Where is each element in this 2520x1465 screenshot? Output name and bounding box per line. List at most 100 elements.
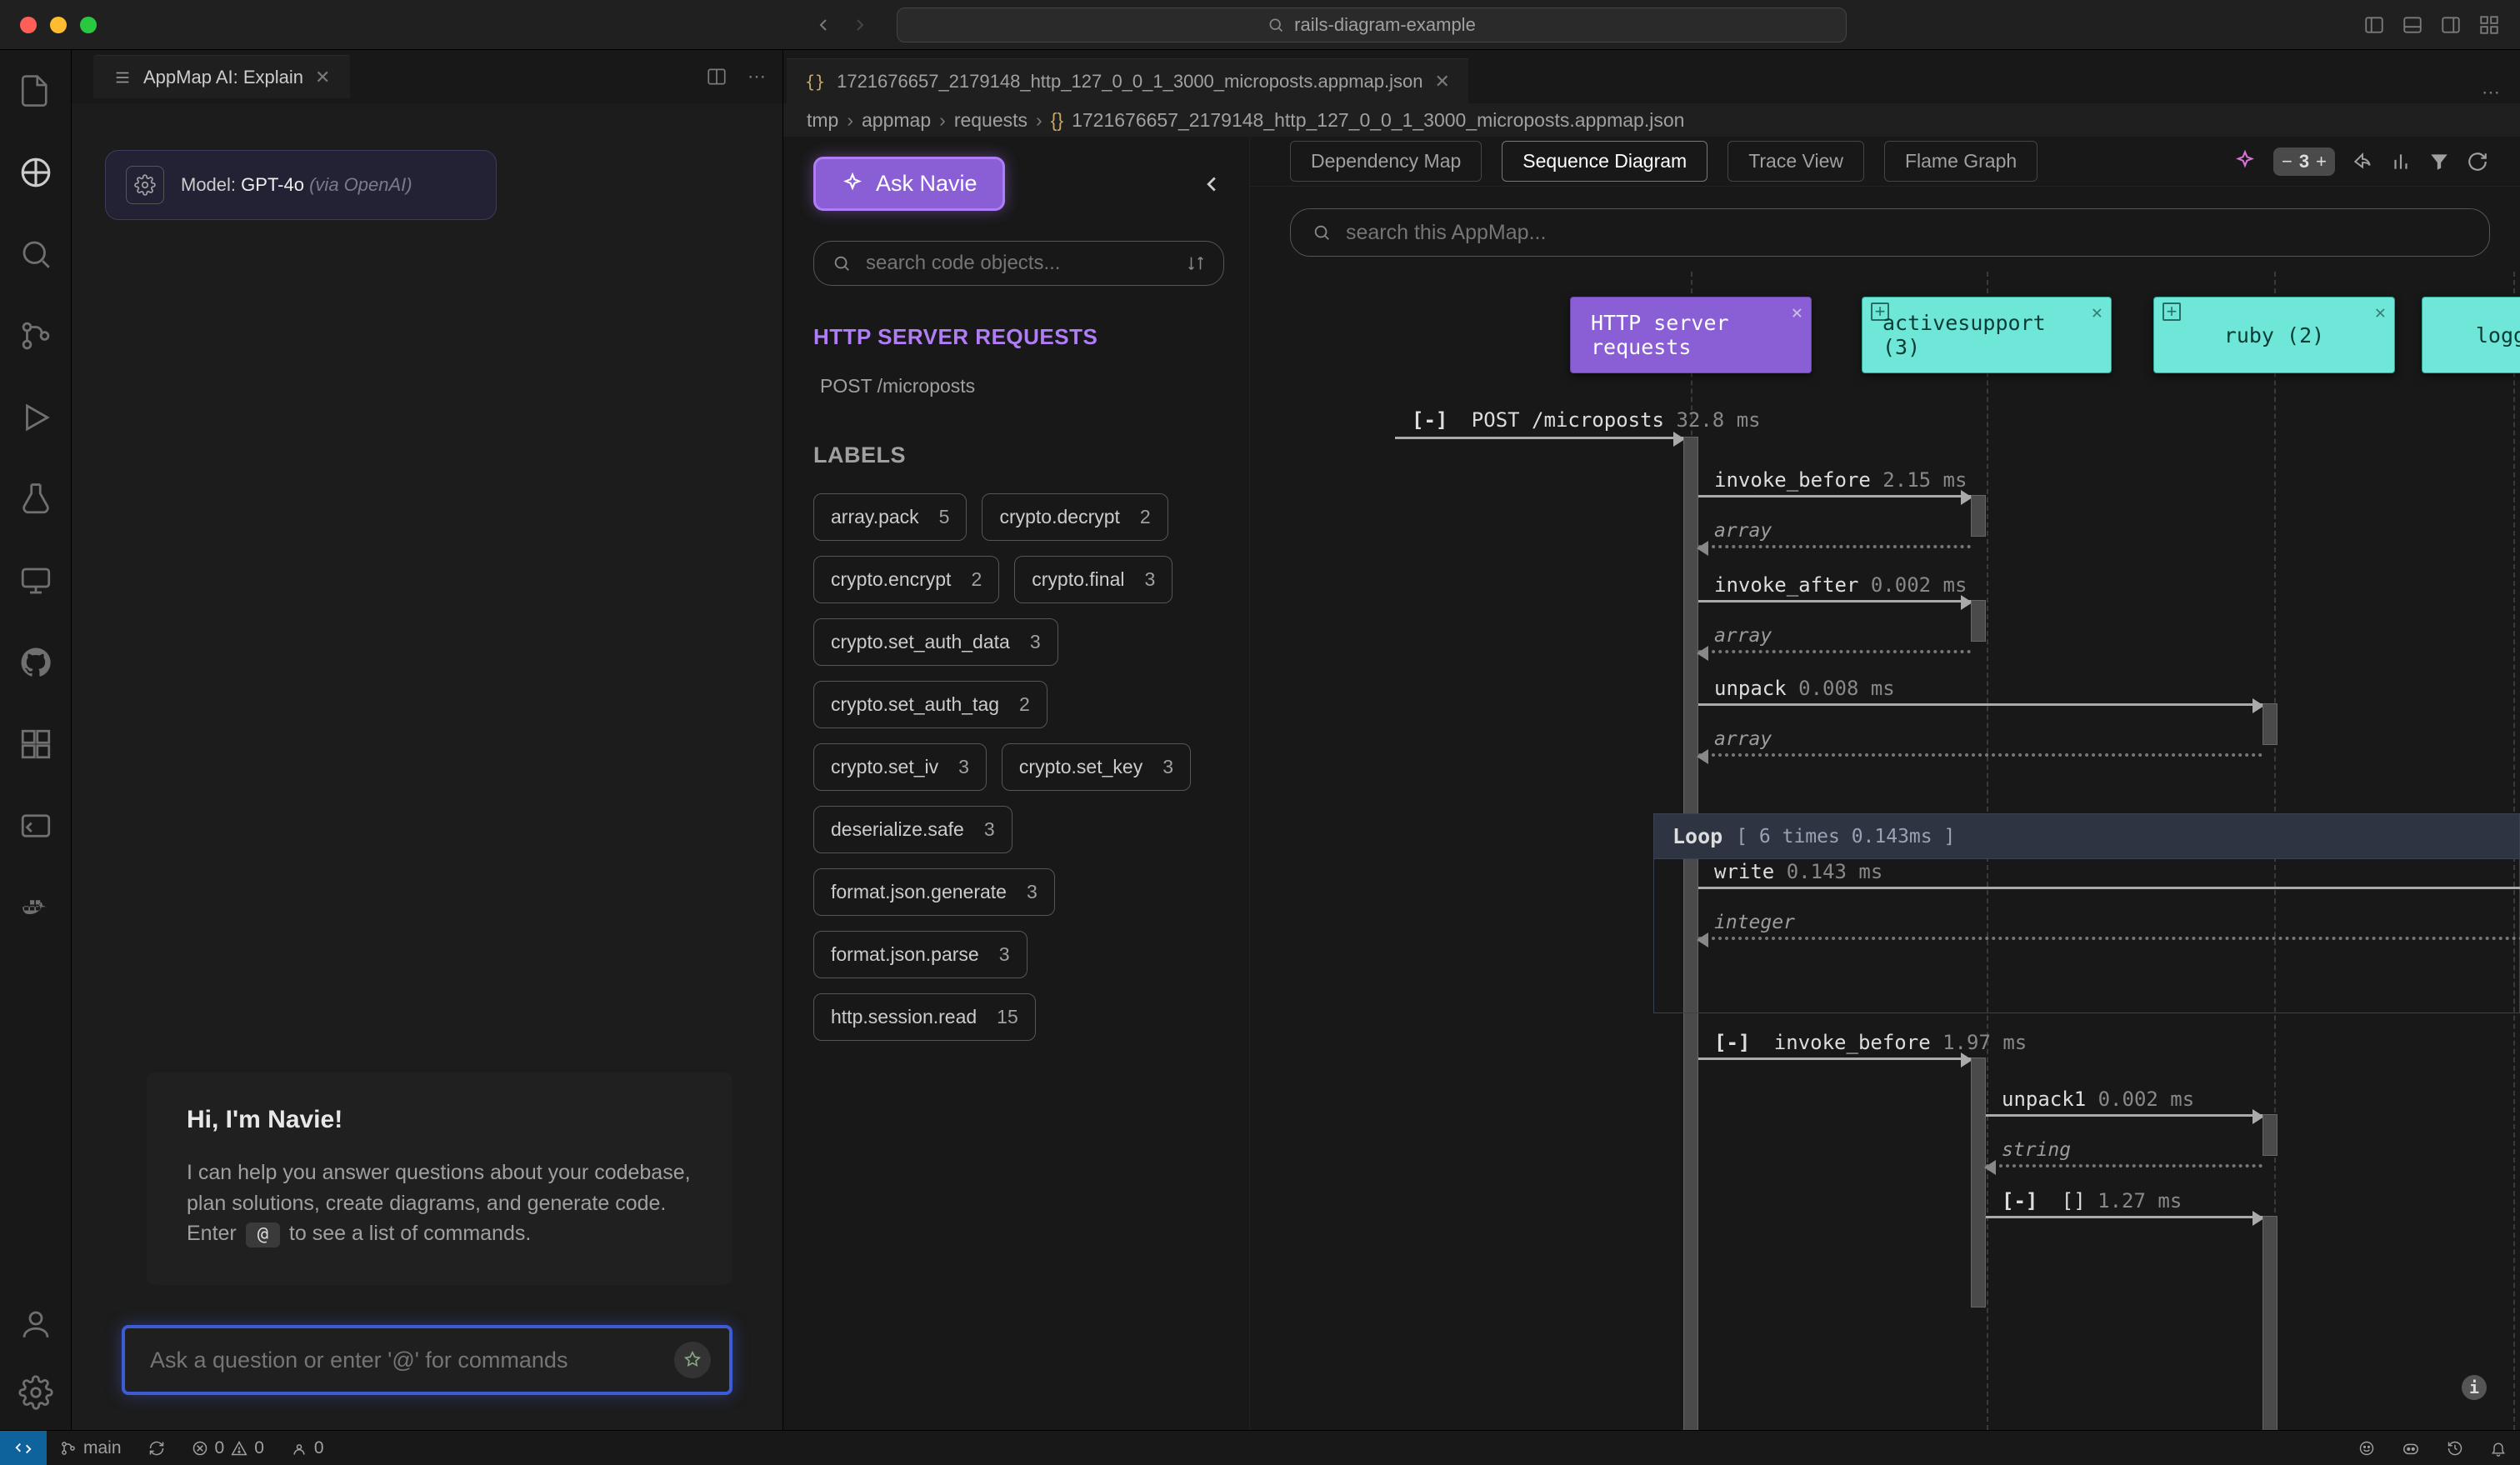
label-chip[interactable]: crypto.set_iv3 — [813, 743, 987, 791]
label-chip[interactable]: crypto.decrypt2 — [982, 493, 1168, 541]
editor-tab[interactable]: {} 1721676657_2179148_http_127_0_0_1_300… — [787, 58, 1468, 103]
nav-forward-icon[interactable] — [850, 15, 870, 35]
filter-icon[interactable] — [2428, 151, 2450, 172]
label-chip[interactable]: crypto.final3 — [1014, 556, 1172, 603]
layout-bottom-icon[interactable] — [2402, 14, 2423, 36]
expand-icon[interactable]: + — [2162, 302, 2181, 321]
model-settings-icon[interactable] — [126, 166, 164, 204]
source-control-icon[interactable] — [18, 318, 53, 353]
appmap-search-input[interactable] — [1344, 220, 2468, 246]
remote-explorer-icon[interactable] — [18, 563, 53, 598]
split-editor-icon[interactable] — [706, 66, 728, 88]
layout-right-icon[interactable] — [2440, 14, 2462, 36]
tab-dependency-map[interactable]: Dependency Map — [1290, 141, 1482, 182]
label-chip[interactable]: format.json.generate3 — [813, 868, 1055, 916]
copilot-icon[interactable] — [2388, 1439, 2433, 1458]
zoom-out-icon[interactable]: − — [2282, 151, 2292, 172]
info-icon[interactable]: i — [2462, 1375, 2487, 1400]
expand-icon[interactable]: + — [1871, 302, 1889, 321]
http-request-item[interactable]: POST /microposts — [813, 375, 1224, 398]
notifications-icon[interactable] — [2477, 1440, 2520, 1457]
crumb[interactable]: tmp — [807, 109, 838, 132]
breadcrumb[interactable]: tmp› appmap› requests› {} 1721676657_217… — [783, 103, 2520, 137]
call-label[interactable]: [-] invoke_before 1.97 ms — [1714, 1031, 2027, 1054]
layout-left-icon[interactable] — [2363, 14, 2385, 36]
code-objects-search-input[interactable] — [864, 251, 1173, 276]
problems-count[interactable]: 0 0 — [178, 1438, 278, 1458]
navie-send-icon[interactable] — [674, 1342, 711, 1378]
lane-as[interactable]: +activesupport (3)✕ — [1862, 297, 2112, 373]
navie-input[interactable] — [122, 1325, 732, 1395]
collapse-toggle[interactable]: [-] — [1412, 408, 1448, 432]
call-label[interactable]: invoke_after 0.002 ms — [1714, 573, 1967, 597]
remote-indicator[interactable] — [0, 1431, 47, 1465]
explorer-icon[interactable] — [18, 73, 53, 108]
editor-more-icon[interactable]: ⋯ — [2482, 82, 2500, 103]
collapse-toggle[interactable]: [-] — [2002, 1189, 2038, 1212]
crumb[interactable]: 1721676657_2179148_http_127_0_0_1_3000_m… — [1072, 109, 1684, 132]
call-label[interactable]: unpack1 0.002 ms — [2002, 1088, 2194, 1111]
testing-icon[interactable] — [18, 482, 53, 517]
appmap-icon[interactable] — [18, 155, 53, 190]
maximize-window-dot[interactable] — [80, 17, 97, 33]
stats-icon[interactable] — [2390, 151, 2412, 172]
close-icon[interactable]: ✕ — [315, 67, 330, 88]
sparkle-icon[interactable] — [2233, 150, 2257, 173]
model-selector[interactable]: Model: GPT-4o (via OpenAI) — [105, 150, 497, 220]
git-branch[interactable]: main — [47, 1438, 135, 1458]
zoom-in-icon[interactable]: + — [2316, 151, 2327, 172]
accounts-icon[interactable] — [18, 1307, 53, 1342]
tab-flame-graph[interactable]: Flame Graph — [1884, 141, 2038, 182]
collapse-toggle[interactable]: [-] — [1714, 1031, 1750, 1054]
more-actions-icon[interactable]: ⋯ — [748, 66, 766, 88]
code-objects-search[interactable] — [813, 241, 1224, 286]
side-panel-tab[interactable]: AppMap AI: Explain ✕ — [93, 55, 350, 98]
call-label[interactable]: unpack 0.008 ms — [1714, 677, 1895, 700]
github-icon[interactable] — [18, 645, 53, 680]
share-icon[interactable] — [2352, 151, 2373, 172]
crumb[interactable]: requests — [954, 109, 1028, 132]
sequence-diagram-canvas[interactable]: i HTTP server requests✕ +activesupport (3… — [1270, 272, 2520, 1430]
sort-icon[interactable] — [1187, 254, 1205, 272]
label-chip[interactable]: crypto.set_key3 — [1002, 743, 1191, 791]
label-chip[interactable]: http.session.read15 — [813, 993, 1036, 1041]
tab-trace-view[interactable]: Trace View — [1728, 141, 1864, 182]
label-chip[interactable]: crypto.set_auth_tag2 — [813, 681, 1048, 728]
tab-close-icon[interactable]: ✕ — [1434, 71, 1449, 92]
search-icon[interactable] — [18, 237, 53, 272]
label-chip[interactable]: crypto.encrypt2 — [813, 556, 999, 603]
nav-back-icon[interactable] — [813, 15, 833, 35]
refresh-icon[interactable] — [2467, 151, 2488, 172]
crumb[interactable]: appmap — [862, 109, 931, 132]
collapse-sidebar-icon[interactable] — [1199, 172, 1224, 197]
run-debug-icon[interactable] — [18, 400, 53, 435]
lane-logger[interactable]: logger — [2422, 297, 2520, 373]
tab-sequence-diagram[interactable]: Sequence Diagram — [1502, 141, 1708, 182]
label-chip[interactable]: format.json.parse3 — [813, 931, 1028, 978]
ask-navie-button[interactable]: Ask Navie — [813, 157, 1005, 211]
lane-http[interactable]: HTTP server requests✕ — [1570, 297, 1812, 373]
ports-count[interactable]: 0 — [278, 1438, 338, 1458]
feedback-icon[interactable] — [2345, 1440, 2388, 1457]
label-chip[interactable]: deserialize.safe3 — [813, 806, 1012, 853]
call-label[interactable]: [-] [] 1.27 ms — [2002, 1189, 2182, 1212]
call-label[interactable]: write 0.143 ms — [1714, 860, 1882, 883]
docker-icon[interactable] — [18, 890, 53, 925]
lane-ruby[interactable]: +ruby (2)✕ — [2153, 297, 2395, 373]
settings-gear-icon[interactable] — [18, 1375, 53, 1410]
navie-text-input[interactable] — [148, 1347, 674, 1374]
command-center[interactable]: rails-diagram-example — [897, 8, 1847, 42]
minimize-window-dot[interactable] — [50, 17, 67, 33]
layout-customize-icon[interactable] — [2478, 14, 2500, 36]
call-label[interactable]: invoke_before 2.15 ms — [1714, 468, 1967, 492]
close-icon[interactable]: ✕ — [2092, 302, 2102, 323]
close-window-dot[interactable] — [20, 17, 37, 33]
extensions-icon[interactable] — [18, 727, 53, 762]
label-chip[interactable]: crypto.set_auth_data3 — [813, 618, 1058, 666]
close-icon[interactable]: ✕ — [1792, 302, 1802, 323]
close-icon[interactable]: ✕ — [2375, 302, 2386, 323]
root-call-label[interactable]: [-] POST /microposts 32.8 ms — [1412, 408, 1761, 432]
remote-window-icon[interactable] — [18, 808, 53, 843]
label-chip[interactable]: array.pack5 — [813, 493, 967, 541]
appmap-search[interactable] — [1290, 208, 2490, 257]
